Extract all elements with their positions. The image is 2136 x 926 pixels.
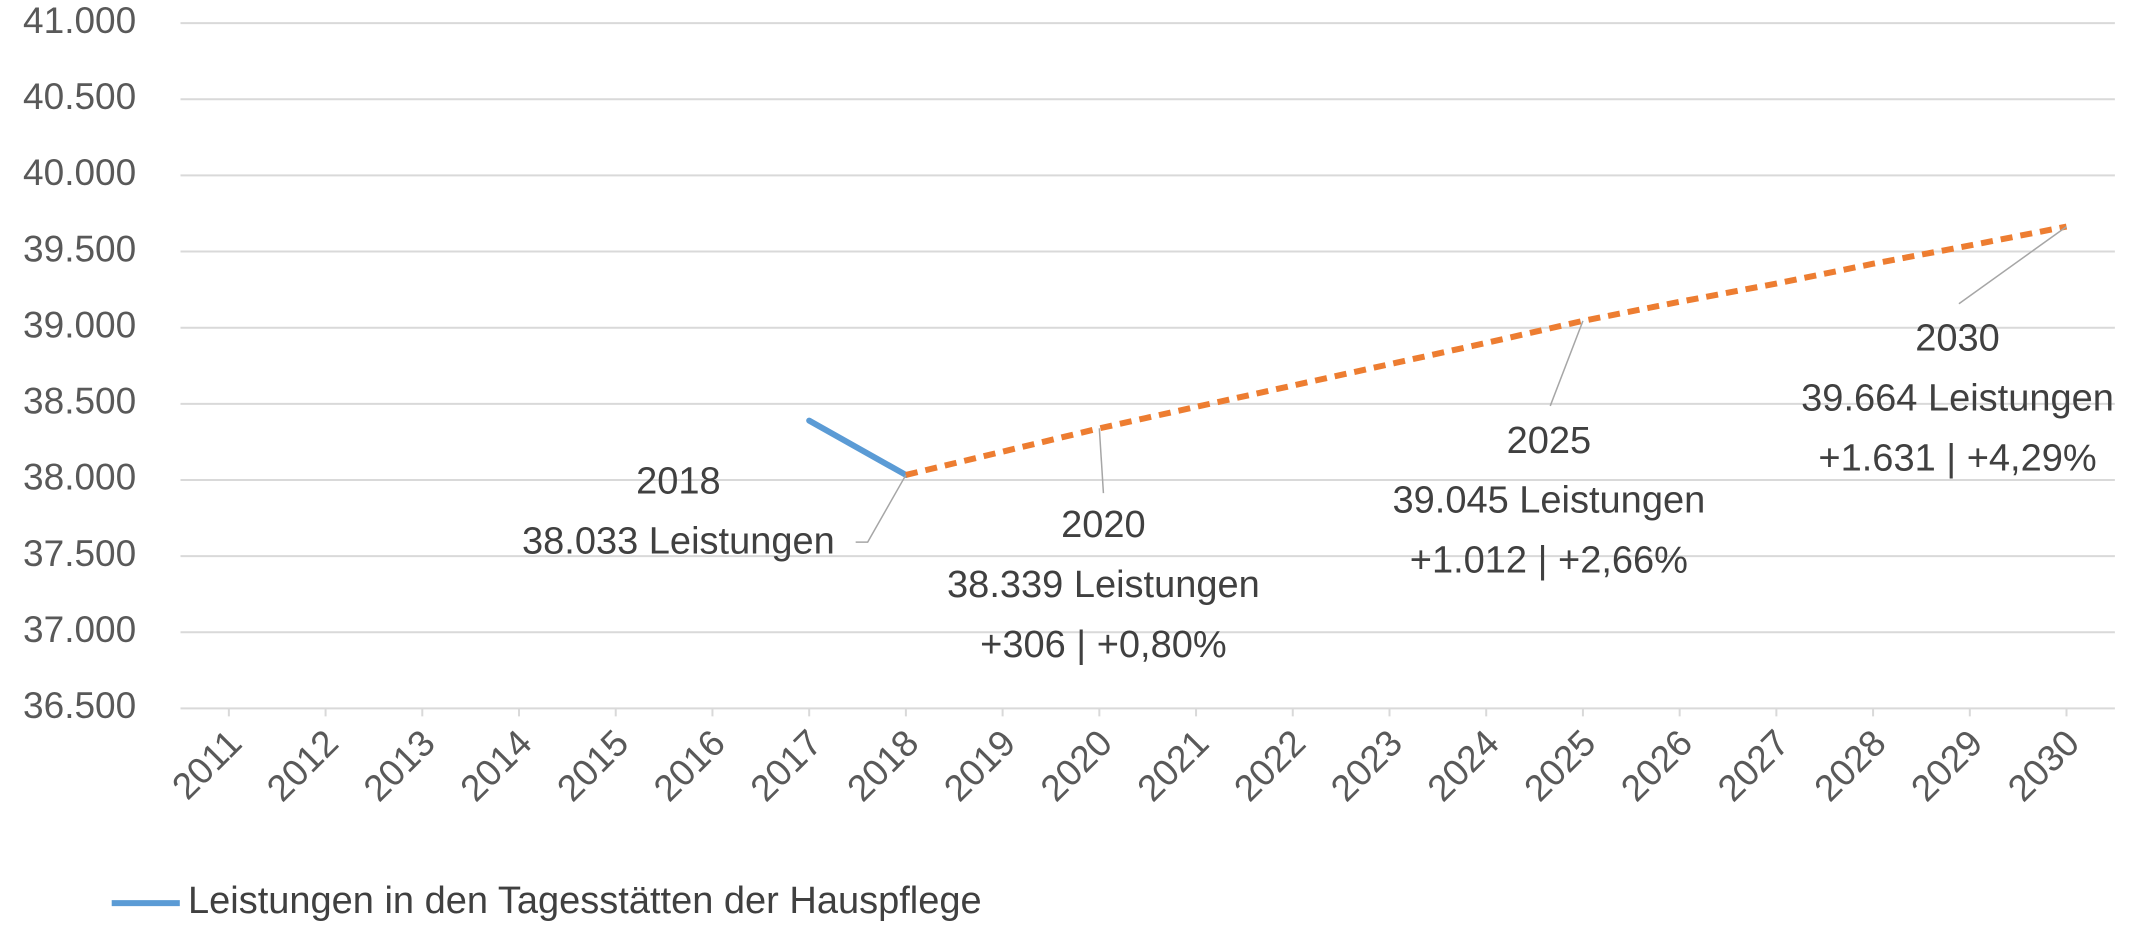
x-tick-label: 2020 (1033, 722, 1120, 809)
x-tick-label: 2022 (1226, 722, 1313, 809)
y-tick-label: 40.500 (23, 76, 136, 117)
x-tick-label: 2028 (1806, 722, 1893, 809)
annotation: 39.664 Leistungen (1801, 378, 2114, 420)
y-tick-label: 37.000 (23, 609, 136, 650)
x-tick-label: 2021 (1129, 722, 1216, 809)
x-tick-label: 2029 (1903, 722, 1990, 809)
annotation: 38.033 Leistungen (522, 521, 835, 563)
annotation: 2030 (1915, 318, 2000, 360)
x-tick-label: 2025 (1516, 722, 1603, 809)
y-tick-label: 41.000 (23, 0, 136, 41)
annotation: 2018 (636, 461, 721, 503)
x-tick-label: 2027 (1710, 722, 1797, 809)
x-tick-label: 2013 (356, 722, 443, 809)
x-tick-label: 2024 (1420, 722, 1507, 809)
x-tick-label: 2011 (164, 722, 249, 807)
leader-line (1958, 225, 2067, 305)
series-line (905, 223, 2068, 478)
legend-label: Leistungen in den Tagesstätten der Hausp… (188, 880, 982, 922)
y-tick-label: 38.500 (23, 381, 136, 422)
leader-line (1098, 428, 1105, 494)
x-tick-label: 2017 (743, 722, 830, 809)
leader-line (1549, 320, 1584, 407)
y-tick-label: 38.000 (23, 457, 136, 498)
x-tick-label: 2014 (452, 722, 539, 809)
y-tick-label: 39.500 (23, 228, 136, 269)
x-tick-label: 2018 (839, 722, 926, 809)
annotation: 38.339 Leistungen (947, 564, 1260, 606)
x-tick-label: 2030 (2000, 722, 2087, 809)
x-tick-label: 2023 (1323, 722, 1410, 809)
annotation: 2020 (1061, 504, 1146, 546)
x-tick-label: 2026 (1613, 722, 1700, 809)
x-tick-label: 2012 (259, 722, 346, 809)
annotation: 2025 (1507, 420, 1592, 462)
y-tick-label: 37.500 (23, 533, 136, 574)
x-tick-label: 2019 (936, 722, 1023, 809)
annotation: +306 | +0,80% (980, 624, 1227, 666)
annotation: 39.045 Leistungen (1393, 480, 1706, 522)
x-tick-label: 2016 (646, 722, 733, 809)
y-tick-label: 39.000 (23, 304, 136, 345)
y-tick-label: 40.000 (23, 152, 136, 193)
y-tick-label: 36.500 (23, 685, 136, 726)
series-line (806, 417, 909, 478)
annotation: +1.012 | +2,66% (1410, 540, 1688, 582)
annotation: +1.631 | +4,29% (1818, 437, 2096, 479)
x-tick-label: 2015 (549, 722, 636, 809)
leader-line (855, 474, 907, 543)
